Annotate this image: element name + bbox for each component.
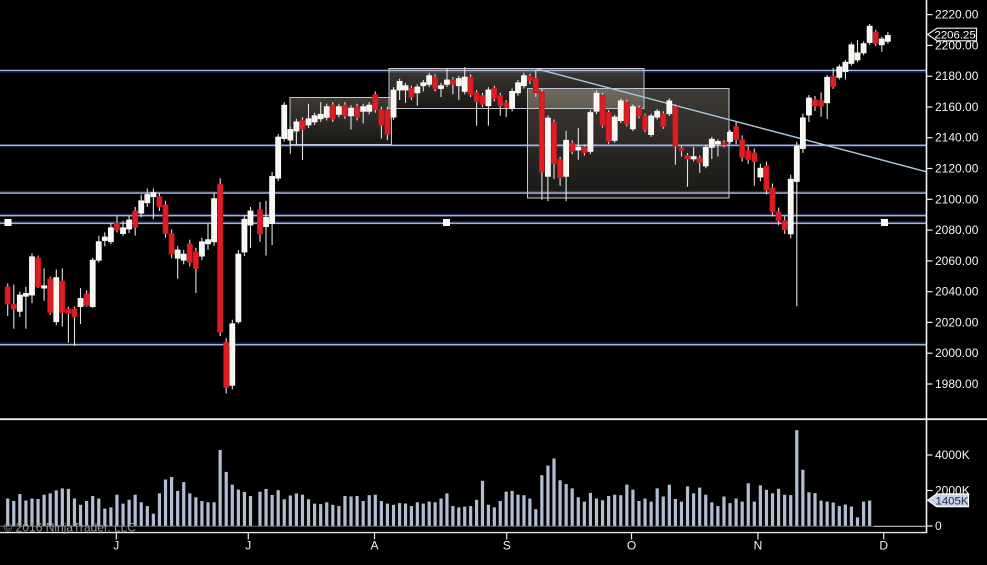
svg-text:J: J [245, 539, 251, 553]
svg-text:2020.00: 2020.00 [935, 315, 979, 329]
svg-text:2180.00: 2180.00 [935, 69, 979, 83]
svg-text:© 2016 NinjaTrader, LLC: © 2016 NinjaTrader, LLC [4, 521, 137, 535]
svg-text:2100.00: 2100.00 [935, 192, 979, 206]
svg-text:S: S [503, 539, 511, 553]
svg-text:2160.00: 2160.00 [935, 100, 979, 114]
svg-text:2040.00: 2040.00 [935, 285, 979, 299]
svg-text:2200.00: 2200.00 [935, 38, 979, 52]
svg-text:4000K: 4000K [935, 448, 970, 462]
svg-text:O: O [627, 539, 636, 553]
svg-text:A: A [370, 539, 378, 553]
svg-text:2206.25: 2206.25 [935, 30, 976, 42]
svg-text:2080.00: 2080.00 [935, 223, 979, 237]
svg-text:2220.00: 2220.00 [935, 8, 979, 22]
svg-text:2060.00: 2060.00 [935, 254, 979, 268]
svg-text:2140.00: 2140.00 [935, 131, 979, 145]
svg-text:0: 0 [935, 519, 942, 533]
svg-text:2120.00: 2120.00 [935, 162, 979, 176]
svg-text:D: D [879, 539, 888, 553]
svg-text:N: N [754, 539, 763, 553]
svg-text:2000.00: 2000.00 [935, 346, 979, 360]
svg-text:J: J [113, 539, 119, 553]
svg-text:1405K: 1405K [936, 496, 969, 508]
svg-text:1980.00: 1980.00 [935, 377, 979, 391]
